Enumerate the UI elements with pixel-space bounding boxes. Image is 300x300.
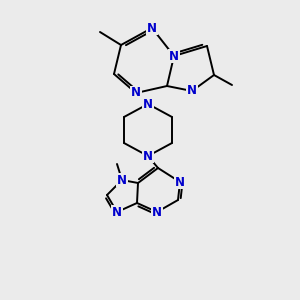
Text: N: N: [131, 86, 141, 100]
Text: N: N: [187, 85, 197, 98]
Text: N: N: [169, 50, 179, 62]
Text: N: N: [152, 206, 162, 218]
Text: N: N: [143, 98, 153, 110]
Text: N: N: [117, 173, 127, 187]
Text: N: N: [147, 22, 157, 34]
Text: N: N: [143, 149, 153, 163]
Text: N: N: [175, 176, 185, 188]
Text: N: N: [112, 206, 122, 218]
